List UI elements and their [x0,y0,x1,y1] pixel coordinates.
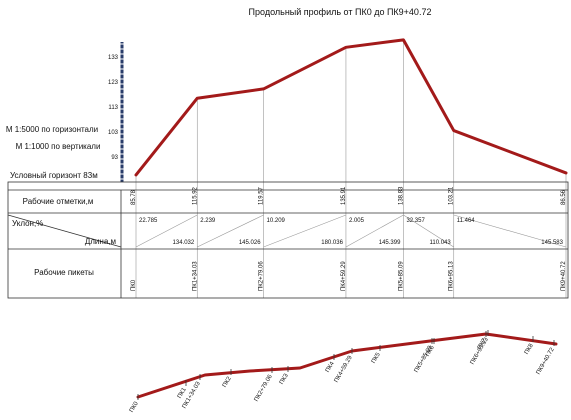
slope-value-5: 11.464 [457,218,476,224]
profile-line [134,38,568,177]
slope-value-0: 22.785 [139,218,158,224]
picket-label-6: ПК9+40.72 [561,261,567,291]
elevation-value-2: 119.57 [259,186,265,205]
elevation-value-1: 115.92 [192,186,198,205]
length-value-3: 145.399 [379,240,401,246]
length-value-0: 134.032 [173,240,195,246]
table-frame [7,181,569,299]
scale-vertical: М 1:1000 по вертикали [16,142,101,151]
route-label-4: ПК2+79.06 [254,373,274,402]
route-label-14: ПК9+40.72 [536,346,556,375]
y-tick-labels: 133 123 113 103 93 [108,55,119,161]
slope-diagonal-3 [345,214,404,248]
y-tick-123: 123 [108,80,119,86]
slope-value-1: 2.239 [200,218,216,224]
picket-label-2: ПК2+79.06 [259,261,265,291]
route-label-3: ПК2 [222,375,233,388]
route-label-6: ПК4 [325,360,336,373]
pickets-row-label: Рабочие пикеты [34,268,94,277]
ordinate-lines [135,39,567,298]
length-value-5: 145.583 [541,240,563,246]
length-value-1: 145.026 [239,240,261,246]
slope-value-4: 32.357 [406,218,425,224]
slope-diagonal-1 [197,214,264,248]
route-label-1: ПК1 [177,386,188,399]
slope-header-diagonal [7,214,122,248]
drawing-title: Продольный профиль от ПК0 до ПК9+40.72 [249,7,432,17]
y-tick-113: 113 [108,105,118,111]
slope-row-label: Уклон,% [12,219,43,228]
length-value-2: 180.036 [321,240,343,246]
slope-value-2: 10.209 [267,218,286,224]
elevation-value-3: 135.91 [341,186,347,205]
y-tick-133: 133 [108,55,119,61]
y-tick-93: 93 [111,155,118,161]
route-label-8: ПК5 [371,351,382,364]
slope-diagonal-5 [453,214,567,248]
table-cells: 85.78 ПК0 115.92 ПК1+34.03 119.57 ПК2+79.06 13… [131,186,567,291]
picket-label-4: ПК5+85.09 [398,261,404,291]
vertical-scale-bar [120,42,124,182]
slope-diagonal-2 [263,214,347,248]
elevation-value-6: 86.56 [561,189,567,205]
route-label-13: ПК8 [524,342,535,355]
slope-diagonal-4 [403,214,454,248]
data-table: Условный горизонт 83м Рабочие отметки,м … [7,171,569,299]
length-row-label: Длина,м [85,237,116,246]
elevation-value-0: 85.78 [131,189,137,205]
route-line [136,332,558,399]
route-label-0: ПК0 [129,400,140,413]
scale-horizontal: М 1:5000 по горизонтали [6,125,98,134]
picket-label-0: ПК0 [131,279,137,291]
slope-value-3: 2.005 [349,218,365,224]
datum-label: Условный горизонт 83м [10,171,98,180]
elevation-value-4: 138.83 [398,186,404,205]
picket-label-1: ПК1+34.03 [192,261,198,291]
y-tick-103: 103 [108,130,119,136]
elevations-row-label: Рабочие отметки,м [23,197,94,206]
route-label-12: ПК7 [477,337,488,350]
picket-label-3: ПК4+59.29 [341,261,347,291]
route-label-10: ПК6 [425,344,436,357]
route-label-5: ПК3 [279,372,290,385]
route-label-7: ПК4+59.29 [334,354,354,383]
slope-diagonal-0 [135,214,198,248]
picket-label-5: ПК6+95.13 [449,261,455,291]
elevation-value-5: 103.21 [449,186,455,205]
length-value-4: 110.043 [429,240,451,246]
